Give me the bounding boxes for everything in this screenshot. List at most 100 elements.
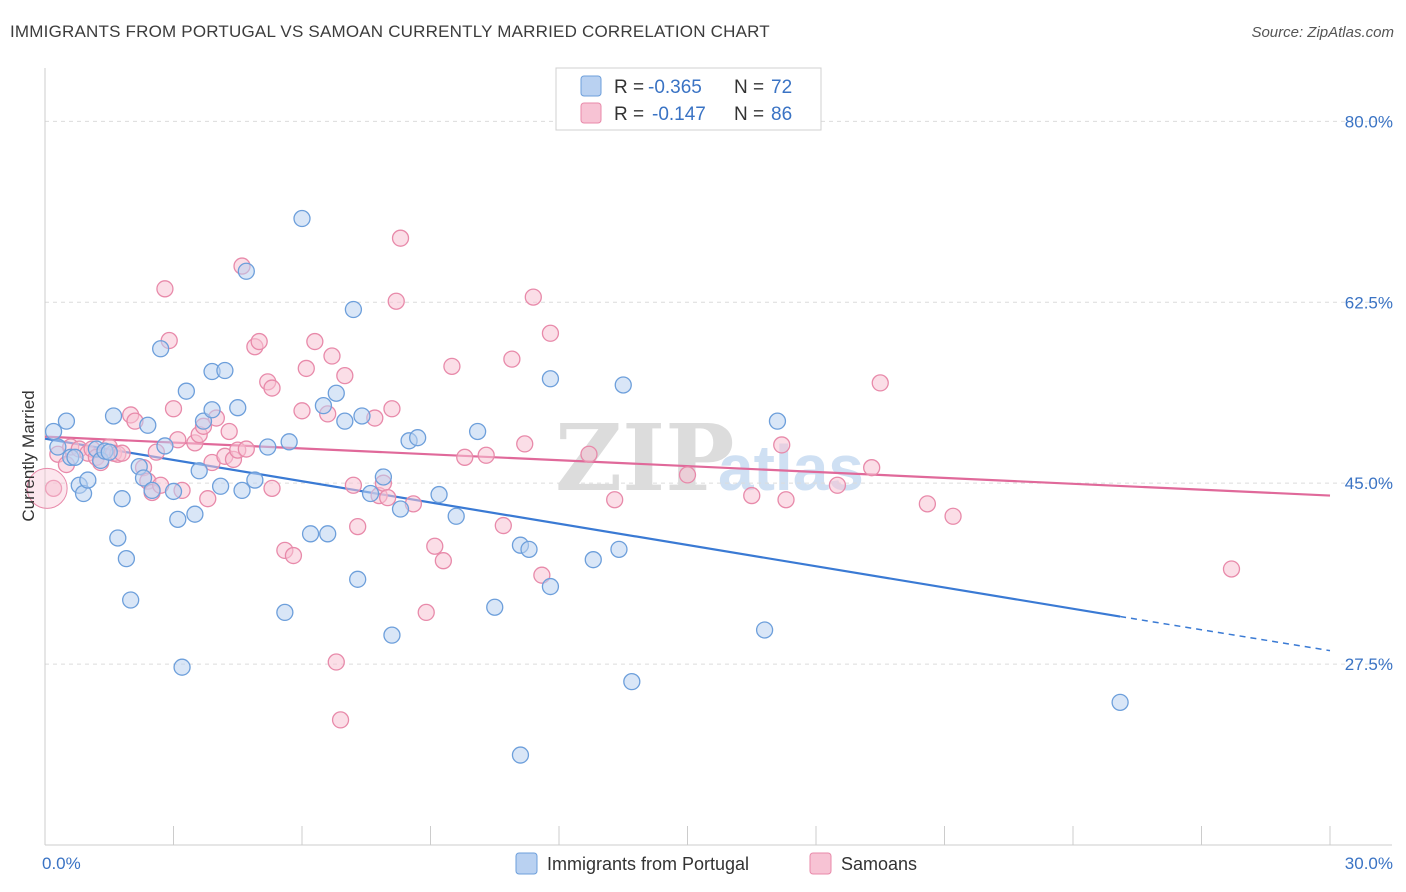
portugal-point [237, 262, 255, 280]
samoans-point [327, 653, 345, 671]
samoans-point [918, 495, 937, 513]
legend-r-value-blue: -0.365 [648, 77, 702, 98]
portugal-point [344, 300, 363, 319]
portugal-point [486, 598, 504, 616]
samoans-point [678, 466, 697, 484]
samoans-point [250, 332, 268, 351]
samoans-point [237, 440, 255, 458]
portugal-point [233, 481, 251, 500]
portugal-point [216, 361, 234, 380]
portugal-point [113, 490, 131, 508]
bottom-legend-label-blue: Immigrants from Portugal [547, 854, 749, 874]
samoans-point [306, 332, 324, 351]
portugal-trend-extension [1119, 615, 1331, 652]
portugal-point [1111, 693, 1129, 711]
portugal-point [143, 481, 161, 500]
portugal-point [614, 376, 632, 394]
samoans-point [944, 507, 962, 525]
portugal-point [623, 673, 641, 691]
portugal-point [211, 477, 230, 495]
samoans-point [199, 490, 217, 508]
legend-n-label-blue: N = [734, 77, 764, 98]
portugal-point [49, 438, 67, 456]
samoans-point [417, 603, 435, 622]
samoans-point [743, 486, 761, 505]
portugal-point [109, 529, 127, 547]
samoans-point [443, 357, 461, 376]
samoans-point [323, 347, 341, 365]
gridlines [45, 120, 1392, 665]
samoans-point [503, 350, 521, 368]
samoans-point [863, 459, 881, 477]
samoans-point [156, 280, 174, 298]
portugal-point [319, 525, 337, 543]
samoans-point [580, 445, 598, 463]
portugal-point [327, 384, 345, 402]
portugal-point [66, 448, 84, 466]
portugal-point [301, 525, 320, 543]
portugal-point [353, 407, 371, 425]
legend-n-label-pink: N = [734, 104, 764, 125]
samoans-point [434, 552, 453, 570]
chart-title: IMMIGRANTS FROM PORTUGAL VS SAMOAN CURRE… [10, 22, 770, 41]
samoans-point [387, 292, 405, 310]
portugal-point [122, 591, 140, 609]
data-points [26, 209, 1241, 764]
portugal-point [190, 462, 208, 480]
samoans-point [426, 537, 444, 555]
portugal-point [584, 551, 602, 569]
portugal-point [314, 396, 333, 415]
samoans-point [524, 288, 542, 306]
portugal-point [391, 500, 410, 518]
portugal-point [430, 485, 448, 504]
y-tick-labels: 27.5% 45.0% 62.5% 80.0% [1345, 112, 1393, 674]
portugal-point [203, 401, 221, 419]
y-tick-label: 62.5% [1345, 293, 1393, 312]
x-tick-label-min: 0.0% [42, 854, 81, 873]
portugal-point [104, 407, 123, 425]
bottom-legend-swatch-blue [515, 852, 538, 875]
portugal-point [768, 412, 787, 430]
samoans-point [456, 448, 474, 466]
top-legend: R = -0.365 N = 72 R = -0.147 N = 86 [555, 67, 822, 131]
portugal-point [349, 570, 367, 588]
samoans-point [263, 379, 281, 397]
portugal-point [293, 209, 311, 228]
portugal-point [156, 437, 174, 455]
samoans-point [606, 491, 624, 509]
portugal-point [134, 469, 153, 487]
portugal-point [186, 505, 204, 523]
portugal-point [383, 626, 401, 644]
samoans-point [494, 516, 512, 535]
y-axis-label: Currently Married [19, 390, 38, 521]
portugal-point [229, 399, 247, 417]
y-tick-label: 80.0% [1345, 112, 1393, 131]
source-credit: Source: ZipAtlas.com [1251, 24, 1394, 41]
samoans-point [1222, 560, 1241, 578]
portugal-point [117, 549, 136, 568]
portugal-point [173, 658, 191, 676]
portugal-point [541, 577, 560, 596]
portugal-point [361, 484, 380, 503]
portugal-point [408, 429, 427, 447]
x-tick-label-max: 30.0% [1345, 854, 1393, 873]
portugal-point [276, 603, 294, 622]
legend-r-label-pink: R = [614, 104, 644, 125]
samoans-point [383, 400, 401, 418]
portugal-point [280, 433, 298, 451]
portugal-point [164, 482, 183, 501]
samoans-point [164, 400, 183, 418]
portugal-point [139, 416, 157, 434]
portugal-point [44, 422, 63, 441]
portugal-trend-line [44, 437, 1121, 618]
samoans-point [533, 566, 551, 584]
legend-swatch-blue [580, 75, 602, 97]
legend-swatch-pink [580, 102, 602, 124]
portugal-point [100, 443, 118, 461]
portugal-point [336, 412, 354, 430]
samoans-point [263, 479, 281, 497]
samoans-point [773, 436, 791, 454]
samoans-point [349, 517, 367, 536]
portugal-point [511, 746, 530, 764]
